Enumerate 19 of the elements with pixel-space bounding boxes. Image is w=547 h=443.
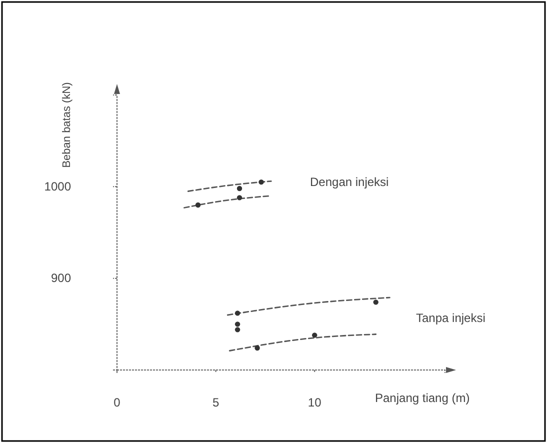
y-tick-label: 1000 [44, 180, 72, 194]
point [236, 195, 242, 200]
x-axis-title: Panjang tiang (m) [375, 391, 470, 405]
point [234, 322, 240, 327]
point [373, 300, 378, 305]
y-axis-title: Beban batas (kN) [61, 82, 73, 168]
x-tick-label: 5 [212, 396, 220, 410]
point [254, 345, 260, 351]
point [195, 202, 201, 208]
annotation: Dengan injeksi [310, 175, 389, 189]
point [234, 327, 240, 332]
y-tick-label: 900 [50, 271, 72, 286]
annotation: Tanpa injeksi [416, 311, 486, 325]
point [312, 332, 318, 338]
point [234, 310, 240, 316]
x-tick-label: 10 [308, 396, 322, 410]
point [258, 179, 264, 185]
point [236, 186, 242, 192]
x-tick-label: 0 [114, 396, 121, 410]
